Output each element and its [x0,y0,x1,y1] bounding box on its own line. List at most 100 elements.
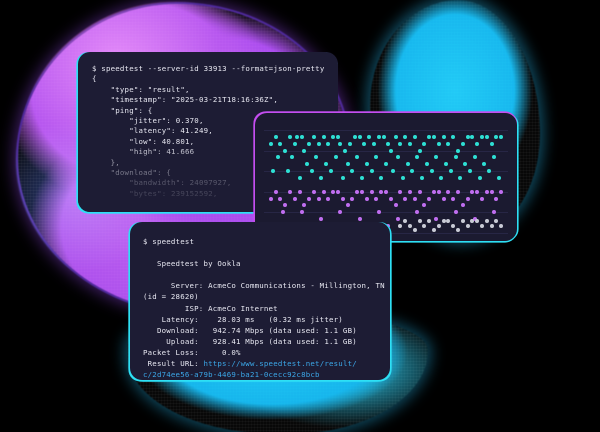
chart-dot-download-19 [352,134,357,139]
chart-dot-download-45 [475,141,480,146]
chart-dot-download-18 [348,141,352,146]
chart-dot-upload-26 [393,203,398,208]
chart-dot-download-95 [496,176,501,180]
chart-dot-upload-48 [499,189,504,194]
terminal-card-summary-body: $ speedtest Speedtest by Ookla Server: A… [130,222,390,380]
chart-dot-download-5 [292,141,297,146]
chart-dot-download-11 [316,141,321,146]
chart-dot-upload-14 [336,189,340,194]
chart-dot-upload-39 [456,189,460,194]
chart-dot-upload-20 [364,196,369,201]
chart-dot-upload-9 [312,189,316,194]
chart-dot-upload-3 [283,203,288,208]
chart-dot-download-59 [364,162,369,167]
chart-dot-download-37 [436,141,441,146]
chart-dot-upload-37 [446,189,451,194]
chart-dot-latency-4 [417,219,422,224]
chart-dot-download-10 [312,134,316,139]
chart-dot-upload-23 [379,189,384,194]
summary-output-line-3 [143,269,377,280]
chart-gridline-0 [264,130,508,132]
chart-dot-latency-9 [441,219,446,224]
chart-dot-upload-46 [489,189,494,194]
chart-dot-upload-58 [453,210,458,215]
chart-dot-download-36 [432,134,436,139]
terminal-card-speedtest-summary[interactable]: $ speedtest Speedtest by Ookla Server: A… [130,222,390,380]
chart-dot-upload-5 [292,196,297,201]
chart-dot-download-23 [372,141,376,146]
chart-dot-upload-12 [326,196,331,201]
chart-dot-upload-44 [480,196,484,201]
chart-dot-download-27 [388,148,393,153]
chart-dot-upload-25 [388,196,393,201]
chart-dot-upload-50 [300,210,304,215]
summary-output-line-10: Packet Loss: 0.0% [143,347,241,357]
result-url-link-part1[interactable]: https://www.speedtest.net/result/ [203,359,357,369]
chart-dot-upload-24 [384,189,388,194]
chart-dot-upload-34 [432,189,436,194]
chart-dot-latency-14 [465,223,470,228]
chart-dot-download-42 [460,141,465,146]
chart-dot-upload-30 [412,196,417,201]
background-blob-top-accent [126,0,246,60]
chart-dot-download-64 [415,155,420,160]
chart-dot-download-65 [424,162,429,167]
chart-dot-download-58 [355,155,360,160]
chart-dot-download-94 [487,169,492,174]
chart-dot-upload-49 [280,210,285,215]
chart-dot-download-54 [314,155,319,160]
chart-dot-latency-11 [451,223,456,228]
chart-dot-download-48 [489,141,494,146]
chart-dot-download-71 [482,162,487,167]
chart-dot-download-76 [309,169,314,174]
chart-dot-download-53 [304,162,309,167]
chart-dot-upload-18 [355,189,360,194]
chart-dot-upload-22 [374,196,379,201]
chart-dot-download-75 [297,176,302,180]
chart-gridline-2 [264,171,508,173]
chart-dot-download-21 [362,141,367,146]
chart-dot-download-80 [350,169,355,174]
summary-output-line-9: Upload: 928.41 Mbps (data used: 1.1 GB) [143,336,357,346]
chart-dot-upload-33 [427,196,432,201]
chart-gridline-1 [264,150,508,152]
chart-dot-upload-27 [398,189,403,194]
chart-dot-upload-41 [465,196,470,201]
chart-dot-latency-18 [484,219,489,224]
chart-dot-download-51 [276,155,280,160]
chart-dot-download-57 [345,162,350,167]
chart-dot-download-16 [338,141,343,146]
chart-dot-download-74 [285,169,290,174]
chart-dot-upload-2 [278,196,283,201]
chart-dot-upload-19 [360,189,364,194]
chart-dot-download-44 [470,134,475,139]
chart-dot-download-50 [499,134,504,139]
chart-dot-download-28 [393,134,398,139]
chart-dot-download-46 [480,134,484,139]
summary-output-line-8: Download: 942.74 Mbps (data used: 1.1 GB… [143,325,357,335]
json-output-line-1: { [92,74,97,84]
result-url-label: Result URL: [143,359,204,369]
result-url-link-part2[interactable]: c/2d74ee56-a79b-4469-ba21-0cecc92c8bcb [143,370,320,380]
chart-dot-download-86 [410,169,415,174]
chart-dot-latency-20 [494,219,499,224]
chart-dot-upload-28 [403,196,408,201]
chart-dot-upload-62 [386,223,391,228]
chart-dot-download-72 [492,155,496,160]
chart-dot-latency-13 [460,219,465,224]
chart-dot-download-4 [288,134,292,139]
chart-dot-download-0 [268,141,273,146]
chart-dot-download-32 [412,134,417,139]
chart-dot-download-93 [477,176,482,180]
result-url-line: Result URL: https://www.speedtest.net/re… [143,358,377,369]
chart-dot-download-63 [405,162,410,167]
chart-dot-download-62 [396,155,400,160]
chart-dot-latency-16 [475,219,480,224]
chart-dot-download-41 [456,148,460,153]
chart-dot-upload-8 [307,196,312,201]
chart-dot-download-31 [408,141,412,146]
json-output-line-4: "ping": { [92,105,153,115]
chart-dot-download-92 [468,169,472,174]
chart-dot-download-43 [465,134,470,139]
